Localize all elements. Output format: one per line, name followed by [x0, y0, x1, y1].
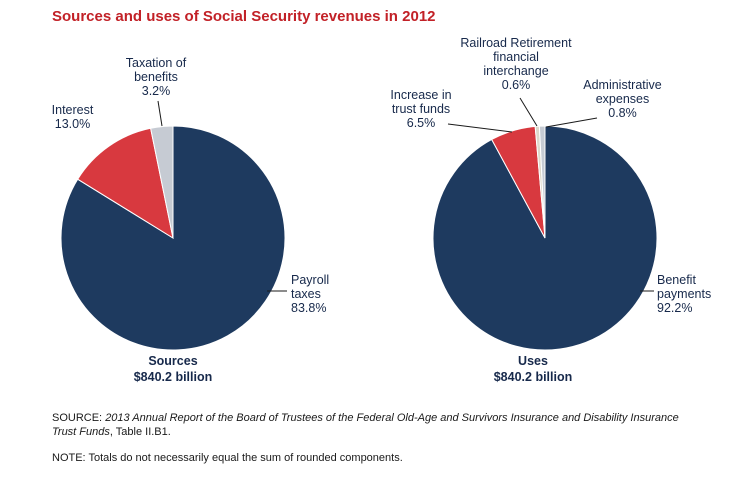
- label-interest: Interest 13.0%: [51, 103, 94, 131]
- label-benefit-payments: Benefit payments 92.2%: [657, 273, 712, 315]
- leader-line-taxation: [157, 100, 163, 127]
- label-administrative-expenses: Administrative expenses 0.8%: [583, 78, 662, 120]
- source-report-title: 2013 Annual Report of the Board of Trust…: [52, 412, 679, 438]
- uses-pie-chart: [432, 125, 658, 351]
- label-taxation-of-benefits: Taxation of benefits 3.2%: [125, 56, 187, 98]
- source-note: SOURCE: 2013 Annual Report of the Board …: [52, 411, 697, 439]
- leader-line-railroad: [519, 97, 538, 127]
- pie-slice-interest: [77, 127, 174, 240]
- label-increase-in-trust-funds: Increase in trust funds 6.5%: [390, 88, 452, 130]
- page-title: Sources and uses of Social Security reve…: [52, 8, 436, 25]
- sources-caption: Sources $840.2 billion: [133, 354, 213, 384]
- pie-slice-taxation-of-benefits: [150, 125, 174, 239]
- note-text: NOTE: Totals do not necessarily equal th…: [52, 452, 403, 464]
- uses-caption: Uses $840.2 billion: [493, 354, 573, 384]
- source-suffix: , Table II.B1.: [109, 426, 171, 438]
- pie-slice-administrative-expenses: [538, 125, 546, 239]
- label-railroad-retirement: Railroad Retirement financial interchang…: [460, 36, 572, 92]
- label-payroll-taxes: Payroll taxes 83.8%: [291, 273, 330, 315]
- sources-pie-chart: [60, 125, 286, 351]
- source-prefix: SOURCE:: [52, 412, 106, 424]
